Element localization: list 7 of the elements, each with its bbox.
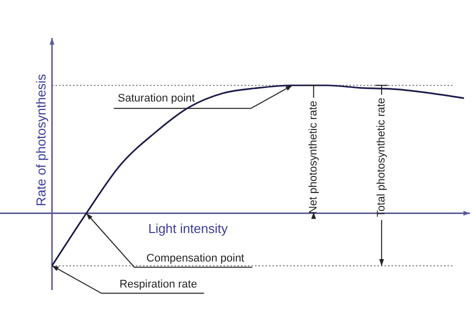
annotation: Total photosynthetic rate xyxy=(376,98,388,217)
x-axis-title: Light intensity xyxy=(148,220,228,236)
annotation: Saturation point xyxy=(118,92,195,104)
annotation: Compensation point xyxy=(146,252,244,264)
y-axis-title: Rate of photosynthesis xyxy=(34,74,49,206)
annotation: Net photosynthetic rate xyxy=(308,100,320,214)
text: Respiration rate xyxy=(119,278,198,290)
